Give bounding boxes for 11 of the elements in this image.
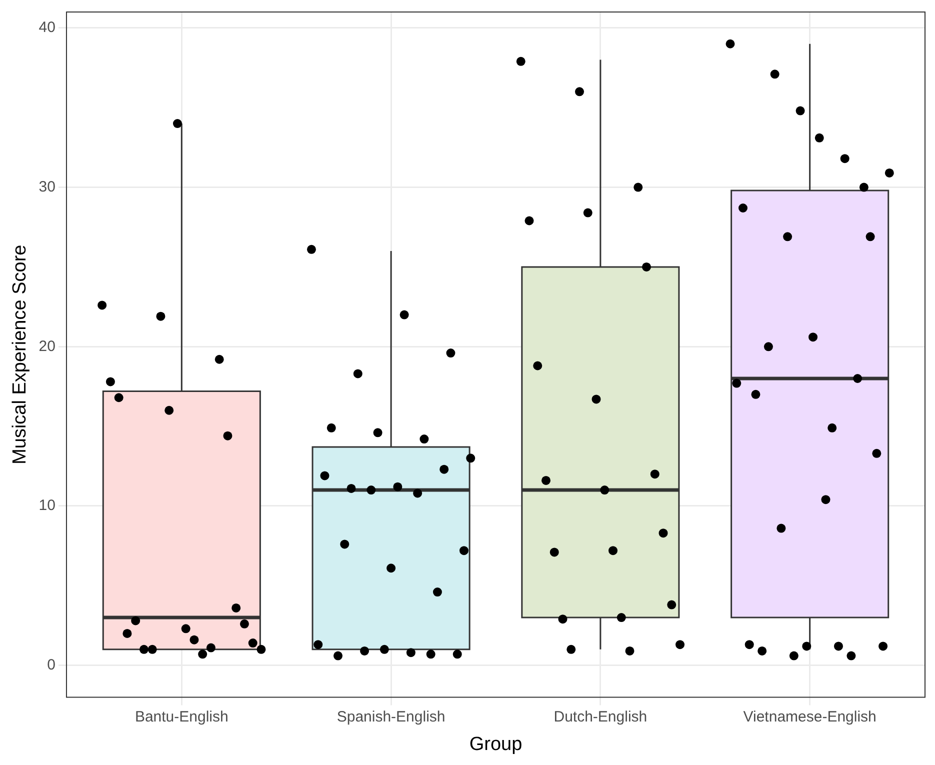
x-tick-label: Vietnamese-English (743, 708, 876, 726)
y-tick-label: 40 (38, 19, 56, 36)
y-tick-label: 0 (47, 656, 56, 674)
x-tick-label: Bantu-English (134, 708, 228, 726)
y-axis-title: Musical Experience Score (10, 244, 31, 464)
y-tick-label: 20 (38, 338, 56, 355)
y-tick-label: 30 (38, 178, 56, 196)
x-axis-title: Group (469, 734, 522, 755)
x-tick-label: Dutch-English (554, 708, 648, 726)
x-tick-label: Spanish-English (336, 708, 446, 726)
y-tick-label: 10 (38, 497, 56, 514)
